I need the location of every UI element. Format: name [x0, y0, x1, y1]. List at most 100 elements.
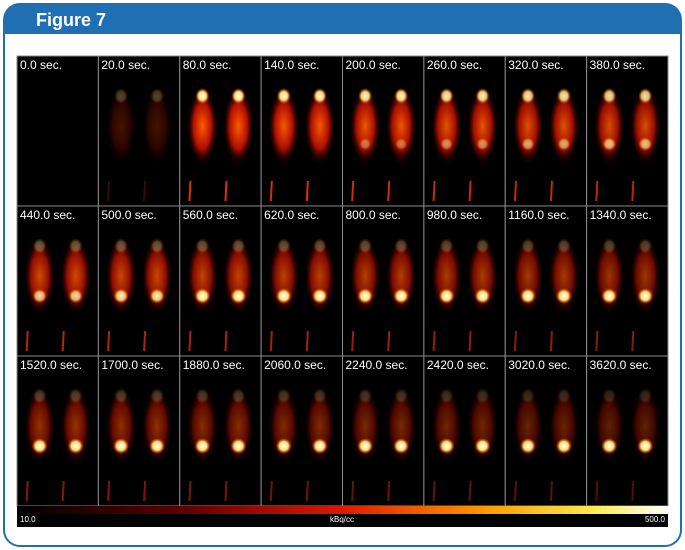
mouse-head	[277, 238, 291, 254]
mouse-head	[476, 88, 490, 104]
frame-label: 0.0 sec.	[20, 58, 62, 72]
mouse-tail	[307, 181, 308, 201]
mouse-head	[33, 238, 47, 254]
bladder-hotspot	[439, 438, 455, 454]
bladder-hotspot	[520, 288, 536, 304]
mouse-head	[521, 388, 535, 404]
mouse-head	[638, 88, 652, 104]
bladder-hotspot	[32, 289, 47, 304]
mouse-head	[277, 88, 291, 104]
mouse-tail	[144, 331, 145, 351]
bladder-hotspot	[393, 438, 409, 454]
frame-label: 260.0 sec.	[427, 58, 482, 72]
mouse-head	[440, 88, 454, 104]
mouse-head	[114, 88, 128, 104]
bladder-hotspot	[475, 288, 491, 304]
mouse-head	[33, 388, 47, 404]
mouse-head	[394, 88, 408, 104]
mouse-head	[150, 88, 164, 104]
mouse-tail	[307, 331, 308, 351]
mouse-head	[557, 388, 571, 404]
bladder-hotspot	[149, 438, 165, 454]
frame-cell	[17, 56, 98, 206]
mouse-tail	[551, 181, 552, 201]
mouse-tail	[632, 481, 633, 501]
mouse-tail	[470, 331, 471, 351]
bladder-hotspot	[359, 138, 371, 150]
mouse-head	[150, 388, 164, 404]
mouse-head	[440, 238, 454, 254]
mouse-tail	[225, 481, 226, 501]
bladder-hotspot	[230, 438, 246, 454]
mouse-tail	[632, 331, 633, 351]
frame-label: 2060.0 sec.	[264, 358, 326, 372]
frame-label: 200.0 sec.	[346, 58, 401, 72]
mouse-tail	[596, 331, 597, 351]
mouse-tail	[434, 181, 435, 201]
mouse-tail	[515, 481, 516, 501]
mouse-head	[394, 388, 408, 404]
mouse-tail	[225, 331, 226, 351]
mouse-head	[602, 238, 616, 254]
mouse-head	[69, 388, 83, 404]
mouse-head	[313, 88, 327, 104]
mouse-head	[313, 238, 327, 254]
figure-page: Figure 7 0.0 sec.20.0 sec.80.0 sec.140.0…	[0, 0, 685, 550]
frame-label: 980.0 sec.	[427, 208, 482, 222]
mouse-head	[114, 388, 128, 404]
mouse-head	[638, 388, 652, 404]
mouse-head	[69, 238, 83, 254]
mouse-tail	[108, 481, 109, 501]
mouse-tail	[225, 181, 226, 201]
mouse-tail	[388, 331, 389, 351]
mouse-head	[476, 238, 490, 254]
mouse-tail	[271, 331, 272, 351]
frame-label: 320.0 sec.	[508, 58, 563, 72]
mouse-tail	[434, 481, 435, 501]
bladder-hotspot	[476, 138, 489, 151]
bladder-hotspot	[357, 288, 373, 304]
mouse-head	[521, 88, 535, 104]
mouse-tail	[108, 181, 109, 201]
bladder-hotspot	[276, 438, 292, 454]
mouse-tail	[144, 181, 145, 201]
mouse-tail	[108, 331, 109, 351]
frame-label: 140.0 sec.	[264, 58, 319, 72]
mouse-head	[358, 388, 372, 404]
frame-label: 1520.0 sec.	[20, 358, 82, 372]
bladder-hotspot	[113, 438, 129, 454]
mouse-tail	[434, 331, 435, 351]
bladder-hotspot	[557, 137, 571, 151]
mouse-head	[440, 388, 454, 404]
bladder-hotspot	[68, 438, 84, 454]
bladder-hotspot	[638, 137, 652, 151]
frame-label: 1880.0 sec.	[183, 358, 245, 372]
bladder-hotspot	[312, 438, 328, 454]
frame-label: 1340.0 sec.	[590, 208, 652, 222]
bladder-hotspot	[475, 438, 491, 454]
mouse-head	[150, 238, 164, 254]
colorbar-max: 500.0	[645, 515, 666, 524]
mouse-head	[231, 238, 245, 254]
mouse-tail	[352, 481, 353, 501]
mouse-head	[313, 388, 327, 404]
mouse-tail	[189, 181, 190, 201]
mouse-tail	[596, 481, 597, 501]
frame-label: 3020.0 sec.	[508, 358, 570, 372]
bladder-hotspot	[312, 288, 328, 304]
mouse-tail	[352, 181, 353, 201]
mouse-tail	[271, 181, 272, 201]
bladder-hotspot	[556, 438, 572, 454]
frame-label: 1700.0 sec.	[101, 358, 163, 372]
frame-label: 500.0 sec.	[101, 208, 156, 222]
frame-label: 380.0 sec.	[590, 58, 645, 72]
mouse-tail	[352, 331, 353, 351]
bladder-hotspot	[601, 288, 617, 304]
bladder-hotspot	[149, 288, 164, 303]
colorbar-min: 10.0	[20, 515, 36, 524]
mouse-tail	[144, 481, 145, 501]
mouse-tail	[27, 481, 28, 501]
frame-label: 80.0 sec.	[183, 58, 232, 72]
figure-title: Figure 7	[36, 10, 106, 30]
mouse-tail	[632, 181, 633, 201]
